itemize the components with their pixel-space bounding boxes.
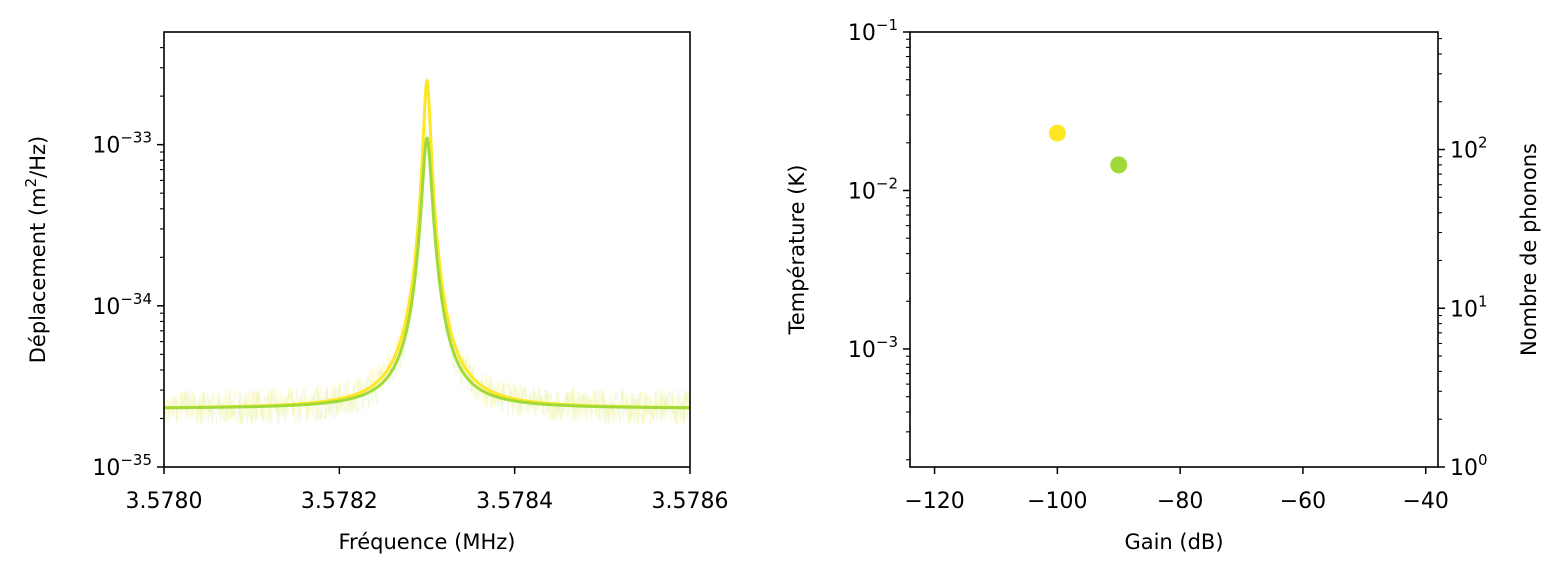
y2-tick-label: 102	[1450, 134, 1488, 164]
x-tick-label: −100	[1027, 489, 1087, 514]
x-tick-label: −40	[1403, 489, 1449, 514]
y-tick-label: 10−3	[848, 333, 898, 363]
x-tick-label: 3.5782	[301, 489, 378, 514]
x-tick-label: −80	[1157, 489, 1203, 514]
y-tick-label: 10−1	[848, 16, 898, 46]
spectrum-panel: 3.5780 3.5782 3.5784 3.5786 10−35 10−34 10−33 F…	[22, 31, 729, 554]
x-tick-label: 3.5786	[652, 489, 729, 514]
fit-curve-1	[164, 136, 690, 410]
y-tick-label: 10−33	[92, 129, 152, 159]
x-tick-label: 3.5784	[476, 489, 553, 514]
y-axis-label: Déplacement (m2/Hz)	[22, 136, 50, 363]
x-tick-label: −60	[1280, 489, 1326, 514]
measured-trace-3	[164, 126, 690, 426]
temperature-frame	[909, 31, 1439, 468]
spectrum-frame	[163, 31, 691, 468]
spectrum-plot-area	[164, 76, 690, 426]
y-axis-label: Température (K)	[785, 165, 809, 336]
data-point-1	[1110, 156, 1128, 174]
x-tick-label: −120	[904, 489, 964, 514]
x-axis-label: Gain (dB)	[1124, 530, 1223, 554]
y-tick-label: 10−35	[92, 451, 152, 481]
data-point-0	[1048, 124, 1066, 142]
x-axis-label: Fréquence (MHz)	[339, 530, 516, 554]
y2-tick-label: 100	[1450, 451, 1488, 481]
temperature-panel: −120 −100 −80 −60 −40 10−3 10−2 10−1 100 101 102 Ga…	[785, 16, 1541, 554]
y-tick-label: 10−2	[848, 174, 898, 204]
y-tick-label: 10−34	[92, 290, 152, 320]
y2-axis-label: Nombre de phonons	[1517, 143, 1541, 356]
x-tick-label: 3.5780	[126, 489, 203, 514]
y2-tick-label: 101	[1450, 292, 1488, 322]
